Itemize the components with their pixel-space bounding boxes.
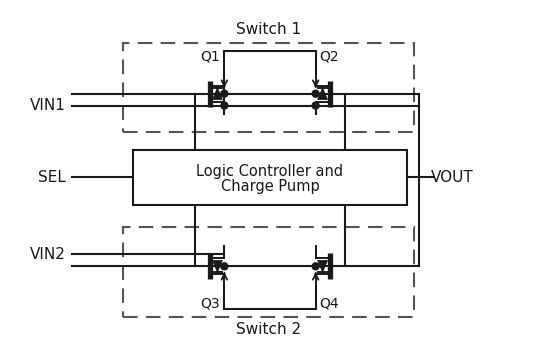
Text: Q4: Q4 xyxy=(320,296,339,310)
Polygon shape xyxy=(212,88,222,100)
Text: Switch 2: Switch 2 xyxy=(236,322,301,337)
Circle shape xyxy=(312,263,319,270)
Polygon shape xyxy=(318,260,328,272)
Bar xyxy=(133,150,407,205)
Text: VIN1: VIN1 xyxy=(30,98,65,113)
Text: VIN2: VIN2 xyxy=(30,247,65,262)
Text: Logic Controller and: Logic Controller and xyxy=(197,164,343,179)
Circle shape xyxy=(221,102,228,109)
Polygon shape xyxy=(318,88,328,100)
Polygon shape xyxy=(212,260,222,272)
Text: Charge Pump: Charge Pump xyxy=(221,179,319,194)
Circle shape xyxy=(221,90,228,97)
Bar xyxy=(123,227,414,317)
Circle shape xyxy=(312,90,319,97)
Text: Q1: Q1 xyxy=(200,50,220,64)
Text: Q2: Q2 xyxy=(320,50,339,64)
Text: SEL: SEL xyxy=(38,170,65,185)
Text: VOUT: VOUT xyxy=(431,170,474,185)
Text: Switch 1: Switch 1 xyxy=(236,22,301,37)
Bar xyxy=(123,43,414,132)
Text: Q3: Q3 xyxy=(201,296,220,310)
Circle shape xyxy=(221,263,228,270)
Circle shape xyxy=(312,102,319,109)
